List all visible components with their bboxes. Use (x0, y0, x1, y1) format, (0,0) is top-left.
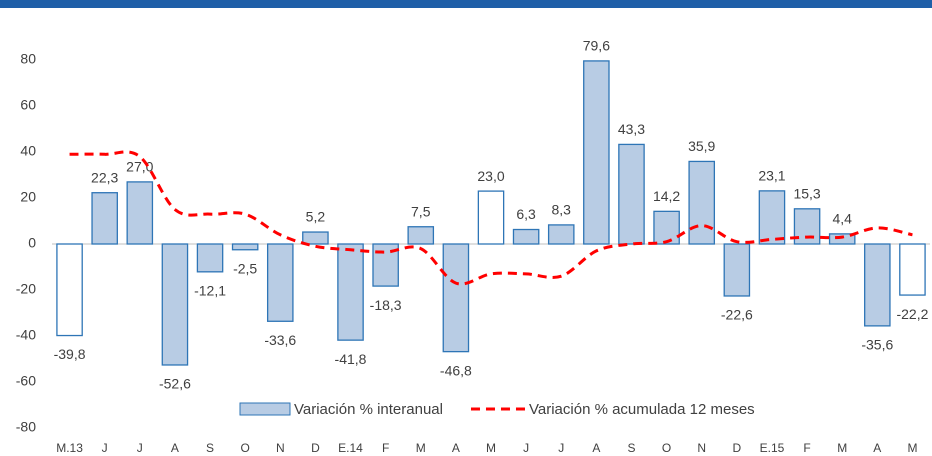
legend-label: Variación % acumulada 12 meses (529, 401, 755, 418)
data-label: -35,6 (861, 337, 893, 353)
data-label: 4,4 (832, 211, 852, 227)
bar (302, 231, 329, 245)
data-label: 35,9 (688, 138, 715, 154)
x-tick-label: M (416, 441, 426, 455)
x-tick-label: J (558, 441, 564, 455)
data-label: -2,5 (233, 260, 257, 276)
bar (266, 243, 294, 322)
x-tick-label: D (733, 441, 742, 455)
x-tick-label: M (486, 441, 496, 455)
bar (161, 243, 189, 366)
legend-label: Variación % interanual (294, 401, 443, 418)
bar (653, 210, 680, 245)
y-tick-label: -40 (16, 327, 36, 343)
x-tick-label: A (452, 441, 460, 455)
bar (477, 190, 505, 245)
bar (231, 243, 259, 251)
x-tick-label: A (171, 441, 179, 455)
data-label: 5,2 (306, 209, 326, 225)
x-tick-label: J (102, 441, 108, 455)
x-tick-label: N (697, 441, 706, 455)
y-tick-label: -80 (16, 419, 36, 435)
data-label: 43,3 (618, 121, 645, 137)
data-label: -18,3 (370, 297, 402, 313)
data-label: -22,6 (721, 307, 753, 323)
x-tick-label: S (206, 441, 214, 455)
bar (688, 160, 716, 245)
bar (583, 60, 610, 245)
data-label: -33,6 (264, 332, 296, 348)
data-label: 23,0 (477, 168, 504, 184)
x-tick-label: J (523, 441, 529, 455)
x-tick-label: F (803, 441, 810, 455)
y-tick-label: -20 (16, 281, 36, 297)
y-tick-label: 80 (20, 51, 36, 67)
data-label: -39,8 (54, 346, 86, 362)
bar (407, 226, 435, 245)
x-tick-label: N (276, 441, 285, 455)
bar (547, 224, 575, 245)
x-tick-label: J (137, 441, 143, 455)
header-strip (0, 0, 932, 8)
y-tick-label: -60 (16, 373, 36, 389)
y-tick-label: 40 (20, 143, 36, 159)
x-tick-label: M (907, 441, 917, 455)
x-tick-label: M (837, 441, 847, 455)
x-tick-label: A (873, 441, 881, 455)
data-label: 7,5 (411, 203, 431, 219)
bar (864, 243, 891, 327)
bar (56, 243, 83, 337)
bar (442, 243, 470, 353)
bar (91, 192, 118, 245)
data-label: 79,6 (583, 38, 610, 54)
x-tick-label: S (627, 441, 635, 455)
x-tick-label: E.14 (338, 441, 363, 455)
data-label: 27,0 (126, 159, 153, 175)
x-tick-label: A (592, 441, 600, 455)
bar (196, 243, 224, 273)
bar (126, 181, 154, 245)
legend-swatch (239, 402, 291, 416)
data-label: 14,2 (653, 188, 680, 204)
data-label: -46,8 (440, 362, 472, 378)
bar (337, 243, 364, 341)
y-tick-label: 60 (20, 97, 36, 113)
data-label: -12,1 (194, 283, 226, 299)
bar (828, 233, 856, 245)
x-tick-label: M.13 (56, 441, 83, 455)
bar (723, 243, 751, 297)
x-tick-label: D (311, 441, 320, 455)
y-tick-label: 20 (20, 189, 36, 205)
x-tick-label: O (662, 441, 671, 455)
bar (899, 243, 926, 296)
y-tick-label: 0 (28, 235, 36, 251)
data-label: -41,8 (335, 351, 367, 367)
x-tick-label: F (382, 441, 389, 455)
data-label: 22,3 (91, 169, 118, 185)
data-label: -52,6 (159, 376, 191, 392)
bar (618, 143, 645, 245)
line (69, 150, 913, 286)
data-label: 15,3 (793, 186, 820, 202)
data-label: 23,1 (758, 168, 785, 184)
data-label: -22,2 (896, 306, 928, 322)
bar (512, 228, 540, 245)
x-tick-label: E.15 (760, 441, 785, 455)
data-label: 8,3 (552, 202, 572, 218)
x-tick-label: O (240, 441, 249, 455)
data-label: 6,3 (516, 206, 536, 222)
bar (758, 190, 786, 245)
